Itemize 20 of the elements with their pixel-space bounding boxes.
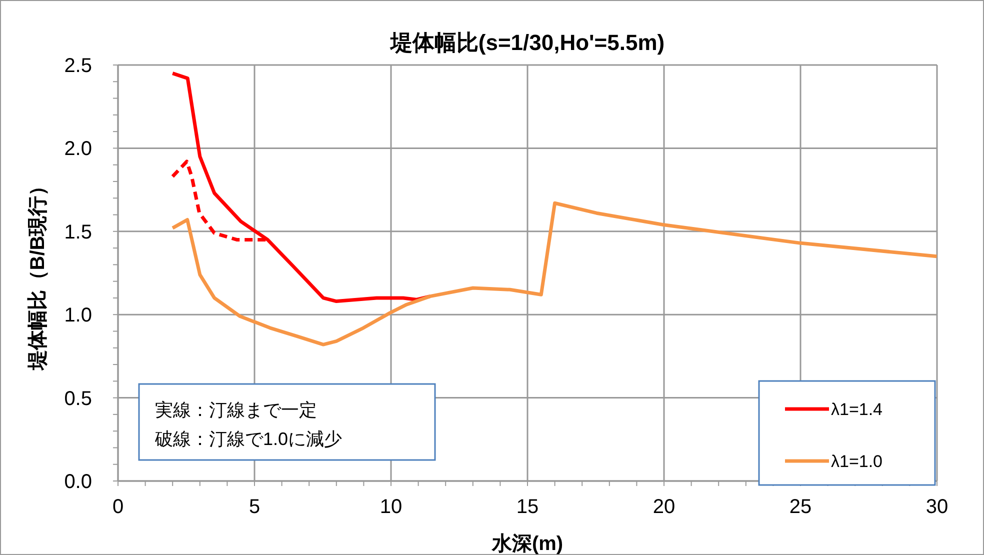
x-tick-label: 25: [789, 496, 812, 518]
y-tick-label: 1.0: [64, 304, 92, 327]
legend-label: λ1=1.0: [831, 452, 883, 471]
x-axis-title: 水深(m): [490, 533, 564, 555]
legend-label: λ1=1.4: [831, 400, 883, 419]
y-tick-label: 1.5: [64, 221, 92, 244]
y-tick-label: 2.5: [64, 55, 92, 77]
y-tick-label: 2.0: [64, 138, 92, 160]
y-tick-label: 0.5: [64, 388, 92, 410]
chart-title: 堤体幅比(s=1/30,Ho'=5.5m): [389, 30, 665, 55]
y-axis-title: 堤体幅比（B/B現行）: [27, 176, 49, 372]
annotation: 実線：汀線まで一定: [155, 400, 317, 420]
x-tick-label: 15: [516, 496, 539, 518]
x-tick-label: 20: [652, 496, 676, 518]
x-tick-label: 10: [380, 496, 402, 518]
annotation: 破線：汀線で1.0に減少: [154, 429, 342, 449]
x-tick-label: 5: [248, 496, 260, 518]
x-tick-label: 30: [926, 496, 948, 518]
x-tick-label: 0: [112, 496, 124, 518]
y-tick-label: 0.0: [64, 471, 92, 493]
